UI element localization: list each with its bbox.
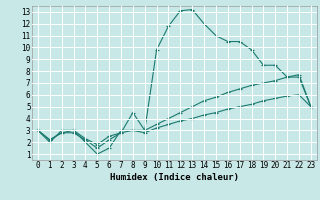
X-axis label: Humidex (Indice chaleur): Humidex (Indice chaleur)	[110, 173, 239, 182]
